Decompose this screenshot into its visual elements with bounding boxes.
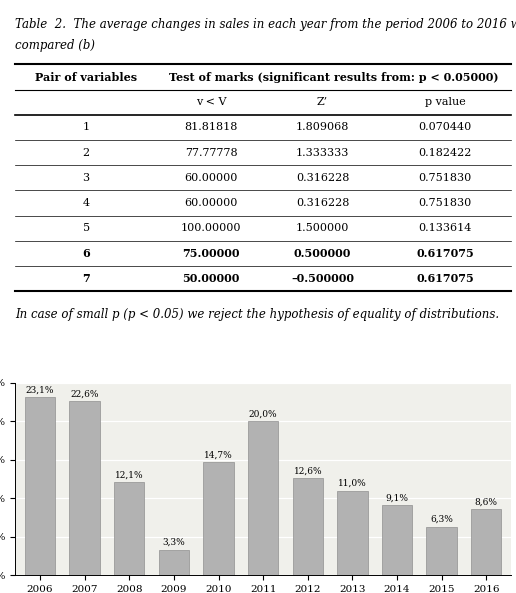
Bar (471, 509, 502, 575)
Text: 8,6%: 8,6% (475, 498, 498, 506)
Text: 6,3%: 6,3% (430, 515, 453, 524)
Text: compared (b): compared (b) (15, 40, 95, 52)
Text: 11,0%: 11,0% (338, 479, 367, 488)
Text: 1: 1 (83, 123, 90, 132)
Bar (70, 401, 100, 575)
Text: 7: 7 (82, 273, 90, 284)
Bar (427, 527, 457, 575)
Text: In case of small p (p < 0.05) we reject the hypothesis of equality of distributi: In case of small p (p < 0.05) we reject … (15, 308, 499, 321)
Bar (382, 505, 412, 575)
Text: v < V: v < V (196, 97, 227, 107)
Text: 14,7%: 14,7% (204, 451, 233, 460)
Text: 81.81818: 81.81818 (184, 123, 238, 132)
Text: p value: p value (425, 97, 465, 107)
Text: 3: 3 (83, 173, 90, 183)
Text: 50.00000: 50.00000 (183, 273, 240, 284)
Bar (25, 397, 55, 575)
Bar (293, 478, 323, 575)
Text: 5: 5 (83, 223, 90, 233)
Text: 1.500000: 1.500000 (296, 223, 349, 233)
Text: 60.00000: 60.00000 (184, 173, 238, 183)
Bar (114, 482, 144, 575)
Text: 12,1%: 12,1% (115, 470, 143, 479)
Text: 0.316228: 0.316228 (296, 198, 349, 208)
Text: 12,6%: 12,6% (294, 467, 322, 476)
Text: 0.617075: 0.617075 (416, 248, 474, 259)
Text: 2: 2 (83, 148, 90, 158)
Text: 1.333333: 1.333333 (296, 148, 349, 158)
Text: Z’: Z’ (317, 97, 328, 107)
Bar (248, 421, 278, 575)
Text: 0.617075: 0.617075 (416, 273, 474, 284)
Text: 6: 6 (82, 248, 90, 259)
Text: 0.751830: 0.751830 (418, 198, 472, 208)
Text: 20,0%: 20,0% (249, 410, 278, 419)
Text: 0.070440: 0.070440 (418, 123, 472, 132)
Text: 0.316228: 0.316228 (296, 173, 349, 183)
Text: 0.133614: 0.133614 (418, 223, 472, 233)
Text: 0.500000: 0.500000 (294, 248, 351, 259)
Text: 100.00000: 100.00000 (181, 223, 241, 233)
Text: 0.182422: 0.182422 (418, 148, 472, 158)
Text: Test of marks (significant results from: p < 0.05000): Test of marks (significant results from:… (169, 72, 498, 82)
Text: 22,6%: 22,6% (70, 390, 99, 398)
Bar (337, 490, 367, 575)
Text: –0.500000: –0.500000 (291, 273, 354, 284)
Text: 0.751830: 0.751830 (418, 173, 472, 183)
Text: Table  2.  The average changes in sales in each year from the period 2006 to 201: Table 2. The average changes in sales in… (15, 18, 516, 31)
Text: Pair of variables: Pair of variables (35, 72, 137, 82)
Text: 1.809068: 1.809068 (296, 123, 349, 132)
Text: 4: 4 (83, 198, 90, 208)
Bar (159, 550, 189, 575)
Text: 77.77778: 77.77778 (185, 148, 237, 158)
Text: 3,3%: 3,3% (163, 538, 185, 547)
Text: 9,1%: 9,1% (385, 493, 409, 502)
Text: 60.00000: 60.00000 (184, 198, 238, 208)
Text: 23,1%: 23,1% (26, 386, 54, 395)
Text: 75.00000: 75.00000 (182, 248, 240, 259)
Bar (203, 462, 234, 575)
